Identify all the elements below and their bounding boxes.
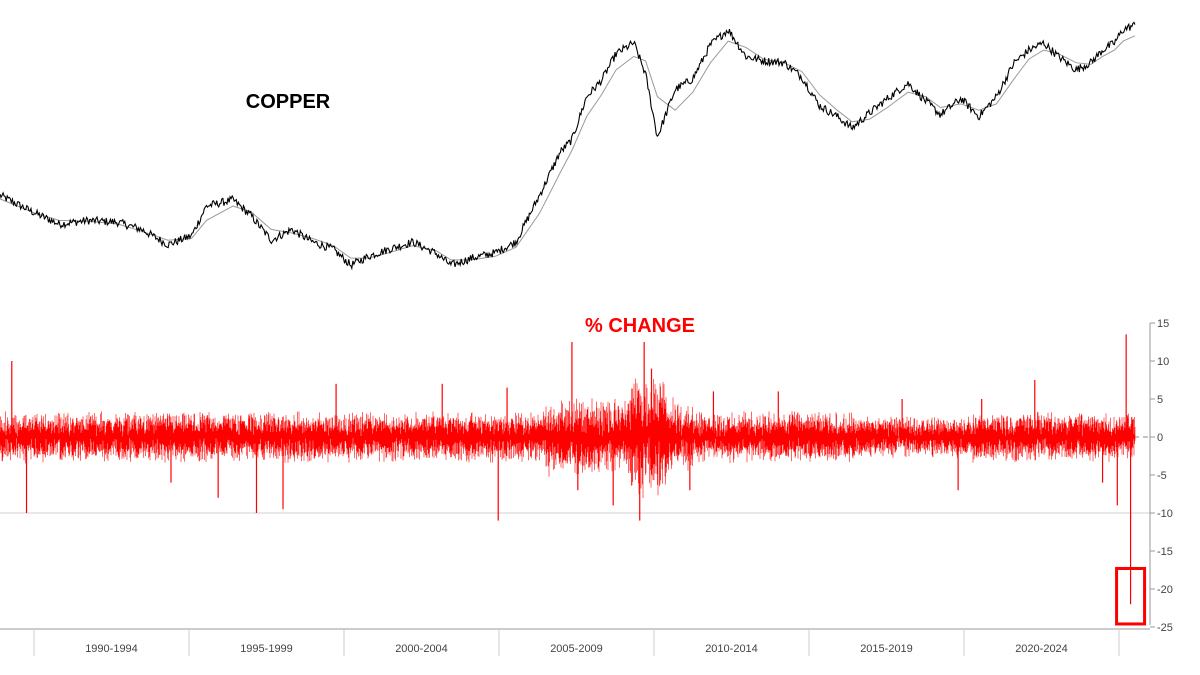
copper-price-line xyxy=(0,21,1136,271)
y-axis-ticks: 15 10 5 0 -5 -10 -15 -20 -25 xyxy=(1150,318,1173,634)
y-tick-label: 0 xyxy=(1157,432,1163,444)
y-tick-label: -20 xyxy=(1157,584,1173,596)
y-tick-label: 15 xyxy=(1157,318,1169,330)
copper-price-panel: COPPER xyxy=(0,21,1136,271)
highlight-box xyxy=(1115,566,1147,626)
percent-change-panel: % CHANGE 15 10 5 0 -5 -10 -15 -20 -25 xyxy=(0,315,1173,634)
percent-change-title: % CHANGE xyxy=(585,315,695,337)
x-tick-label: 2010-2014 xyxy=(705,643,758,655)
x-axis-ticks: 1990-1994 1995-1999 2000-2004 2005-2009 2010… xyxy=(33,629,1120,656)
y-tick-label: -15 xyxy=(1157,546,1173,558)
daily-change-bars xyxy=(0,378,1136,498)
x-tick-label: 2015-2019 xyxy=(860,643,913,655)
x-axis: 1990-1994 1995-1999 2000-2004 2005-2009 2010… xyxy=(0,628,1150,656)
x-tick-label: 2005-2009 xyxy=(550,643,603,655)
percent-change-spikes xyxy=(11,334,1132,605)
x-tick-label: 1995-1999 xyxy=(240,643,293,655)
x-tick-label: 2000-2004 xyxy=(395,643,448,655)
percent-change-bars xyxy=(0,378,1136,498)
y-tick-label: -25 xyxy=(1157,622,1173,634)
y-tick-label: 10 xyxy=(1157,356,1169,368)
y-tick-label: -5 xyxy=(1157,470,1167,482)
copper-moving-average-line xyxy=(0,35,1136,261)
y-tick-label: 5 xyxy=(1157,394,1163,406)
copper-title: COPPER xyxy=(246,91,331,113)
y-tick-label: -10 xyxy=(1157,508,1173,520)
x-tick-label: 2020-2024 xyxy=(1015,643,1068,655)
x-tick-label: 1990-1994 xyxy=(85,643,138,655)
